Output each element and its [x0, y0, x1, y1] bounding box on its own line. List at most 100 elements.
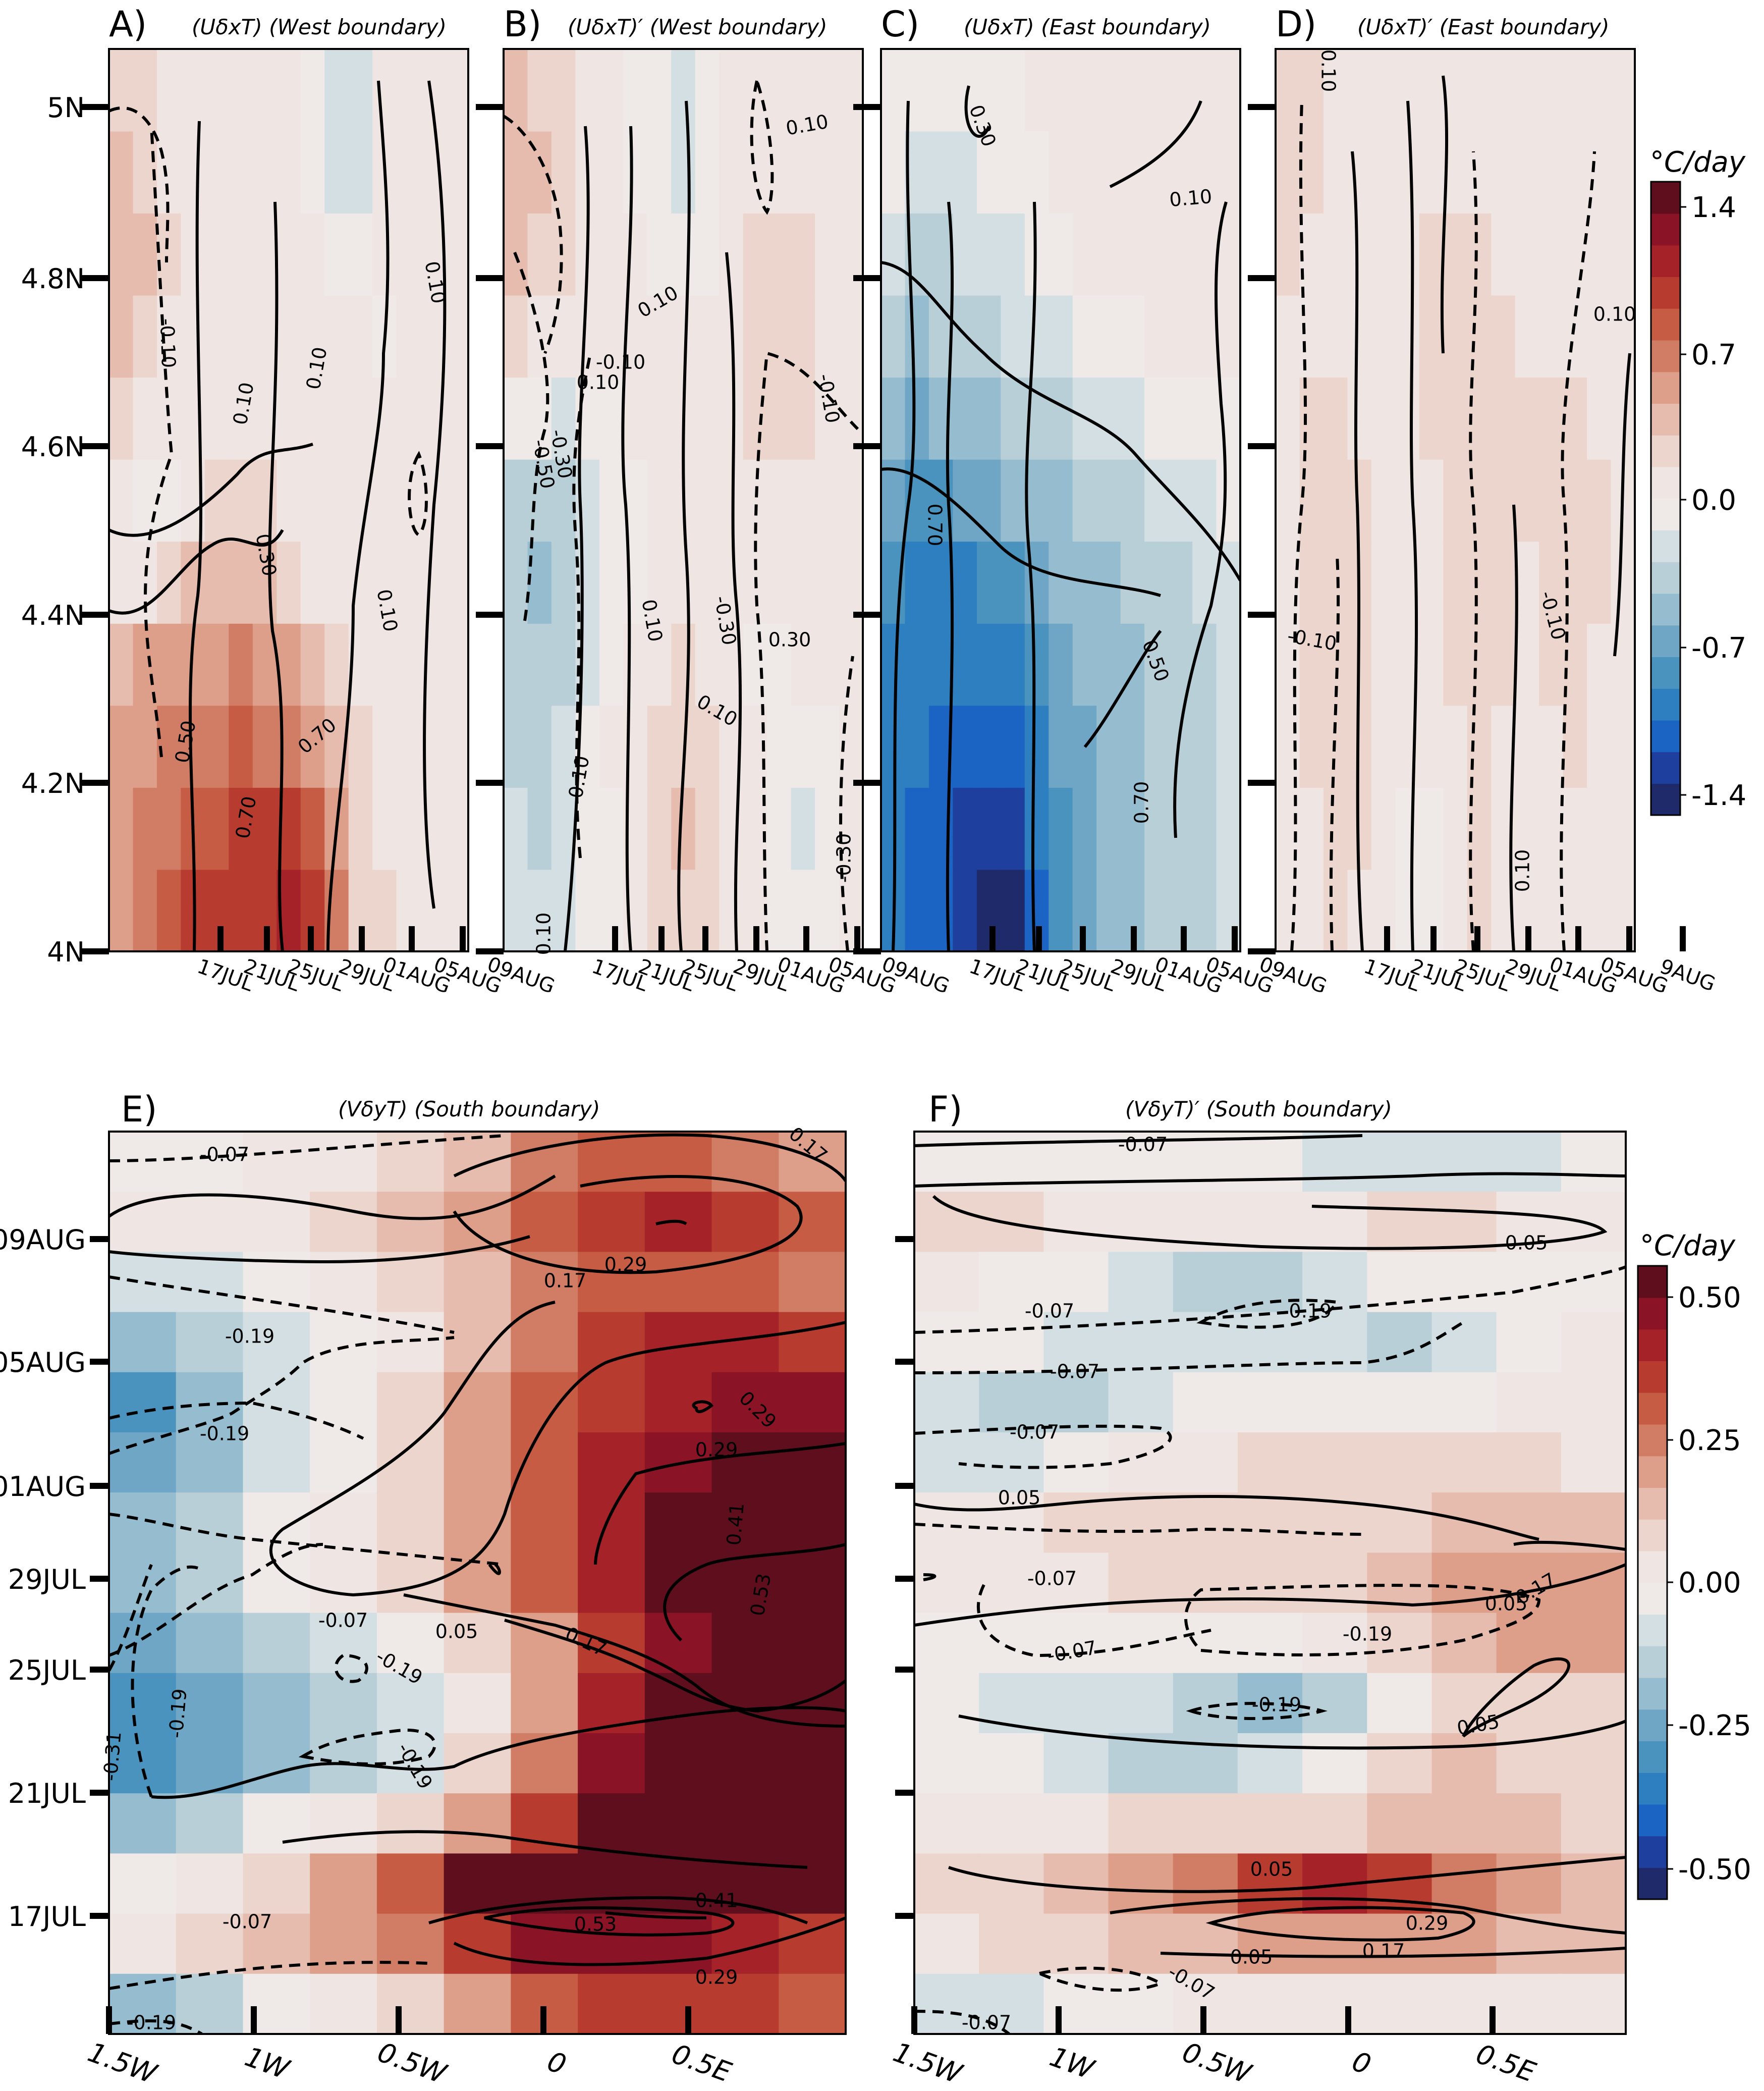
heatmap-cell [1323, 295, 1348, 378]
heatmap-cell [396, 49, 421, 132]
heatmap-cell [1587, 541, 1612, 624]
heatmap-cell [815, 49, 840, 132]
panel-d-contour-line [1329, 555, 1340, 951]
panel-f-frame [913, 1131, 1627, 2035]
heatmap-cell [953, 541, 977, 624]
colorbar-swatch [1651, 435, 1680, 467]
heatmap-cell [204, 869, 230, 951]
heatmap-cell [1395, 869, 1420, 951]
heatmap-cell [647, 131, 672, 213]
heatmap-cell [109, 1132, 177, 1193]
heatmap-cell [1302, 1552, 1368, 1614]
heatmap-cell [444, 1793, 512, 1854]
heatmap-cell [1367, 1853, 1432, 1914]
heatmap-cell [779, 1973, 846, 2034]
heatmap-cell [1611, 787, 1635, 870]
panel-f-contour-line [948, 1856, 1626, 1893]
heatmap-cell [181, 49, 205, 132]
heatmap-cell [1467, 131, 1492, 213]
heatmap-cell [444, 1853, 512, 1914]
panel-d-contours [1290, 75, 1631, 951]
heatmap-cell [176, 1312, 244, 1373]
colorbar-tick-label: 0.25 [1678, 1424, 1741, 1457]
heatmap-cell [1216, 459, 1240, 542]
heatmap-cell [1108, 1492, 1174, 1553]
heatmap-cell [527, 869, 552, 951]
heatmap-cell [324, 459, 349, 542]
heatmap-cell [310, 1192, 377, 1253]
panel-e-frame [108, 1131, 847, 2035]
heatmap-cell [1144, 541, 1169, 624]
heatmap-cell [647, 295, 672, 378]
heatmap-cell [1467, 49, 1492, 132]
heatmap-cell [1563, 131, 1588, 213]
heatmap-cell [1419, 377, 1444, 460]
heatmap-cell [252, 541, 278, 624]
heatmap-cell [791, 459, 816, 542]
heatmap-cell [914, 1432, 980, 1493]
heatmap-cell [1515, 541, 1540, 624]
heatmap-cell [396, 623, 421, 706]
heatmap-cell [881, 213, 906, 296]
contour-label: -0.07 [223, 1911, 272, 1933]
heatmap-cell [1611, 131, 1635, 213]
heatmap-cell [671, 787, 696, 870]
contour-label: -0.19 [127, 2012, 176, 2034]
colorbar-1-ticks: 1.4 0.7 0.0 -0.7 -1.4 [1680, 191, 1746, 812]
panel-c-frame [880, 48, 1241, 952]
panel-f-contours [914, 1134, 1626, 2034]
panel-b-label: B) [504, 4, 541, 45]
heatmap-cell [578, 1372, 645, 1433]
y-tick-label: 5N [47, 92, 85, 124]
heatmap-cell [229, 787, 253, 870]
heatmap-cell [779, 1132, 846, 1193]
heatmap-cell [133, 705, 157, 788]
colorbar-swatch [1638, 1741, 1667, 1773]
panel-d-cells [1276, 49, 1635, 951]
colorbar-swatch [1638, 1677, 1667, 1710]
heatmap-cell [1043, 1913, 1109, 1974]
heatmap-cell [1515, 213, 1540, 296]
heatmap-cell [953, 49, 977, 132]
heatmap-cell [1395, 377, 1420, 460]
panel-f-contour-line [1462, 1657, 1571, 1738]
heatmap-cell [1144, 213, 1169, 296]
heatmap-cell [229, 541, 253, 624]
heatmap-cell [1276, 869, 1300, 951]
contour-label: 0.05 [435, 1621, 478, 1643]
contour-label: 0.10 [533, 913, 555, 955]
heatmap-cell [176, 1613, 244, 1674]
heatmap-cell [644, 1973, 712, 2034]
panel-e-contour-line [484, 1906, 735, 1937]
heatmap-cell [1276, 49, 1300, 132]
colorbar-1-swatches [1651, 182, 1680, 816]
heatmap-cell [527, 49, 552, 132]
heatmap-cell [324, 623, 349, 706]
heatmap-cell [376, 1312, 445, 1373]
contour-label: -0.19 [225, 1325, 274, 1348]
heatmap-cell [905, 295, 929, 378]
panel-d-contour-line [1406, 100, 1418, 951]
panel-c-y-ticks [853, 104, 881, 954]
colorbar-swatch [1638, 1519, 1667, 1551]
contour-label: 0.10 [577, 371, 620, 394]
heatmap-cell [1496, 1432, 1562, 1493]
heatmap-cell [229, 623, 253, 706]
heatmap-cell [599, 49, 624, 132]
heatmap-cell [1001, 295, 1025, 378]
heatmap-cell [181, 295, 205, 378]
heatmap-cell [243, 1132, 311, 1193]
x-tick-label: 9AUG [1657, 955, 1718, 996]
panel-b-contour-line [504, 115, 563, 354]
heatmap-cell [1431, 1793, 1497, 1854]
heatmap-cell [1496, 1132, 1562, 1193]
heatmap-cell [504, 131, 528, 213]
heatmap-cell [1443, 705, 1468, 788]
heatmap-cell [575, 869, 600, 951]
heatmap-cell [1237, 1552, 1303, 1614]
heatmap-cell [1367, 1252, 1432, 1313]
heatmap-cell [1561, 1793, 1626, 1854]
heatmap-cell [1367, 1312, 1432, 1373]
colorbar-swatch [1651, 657, 1680, 689]
colorbar-swatch [1638, 1867, 1667, 1900]
